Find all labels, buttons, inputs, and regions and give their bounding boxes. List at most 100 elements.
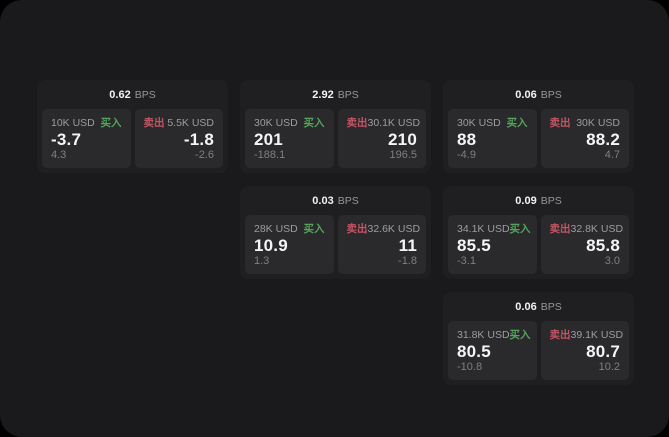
buy-delta: 1.3 [254,255,270,267]
bps-value: 0.62 [109,88,131,101]
quote-card: 0.03 BPS 28K USD 买入 10.9 1.3 卖出 32.6K US… [240,186,431,279]
buy-side-label: 买入 [100,117,122,129]
buy-sell-panels: 30K USD 买入 88 -4.9 卖出 30K USD 88.2 4.7 [443,106,634,173]
sell-side-label: 卖出 [549,329,571,341]
buy-delta: -3.1 [457,255,476,267]
buy-sell-panels: 10K USD 买入 -3.7 4.3 卖出 5.5K USD -1.8 -2.… [37,106,228,173]
buy-amount: 28K USD [254,223,298,235]
sell-delta: 10.2 [598,361,620,373]
buy-price: 85.5 [457,235,491,255]
sell-panel[interactable]: 卖出 30K USD 88.2 4.7 [540,109,629,168]
sell-delta: -1.8 [398,255,417,267]
buy-panel[interactable]: 28K USD 买入 10.9 1.3 [245,215,334,274]
buy-amount: 30K USD [457,117,501,129]
buy-sell-panels: 30K USD 买入 201 -188.1 卖出 30.1K USD 210 1… [240,106,431,173]
buy-side-label: 买入 [506,117,528,129]
sell-amount: 32.8K USD [570,223,624,235]
bps-header: 0.06 BPS [443,80,634,106]
sell-amount: 32.6K USD [367,223,421,235]
sell-side-label: 卖出 [549,117,571,129]
sell-price: 88.2 [586,129,620,149]
bps-value: 0.06 [515,88,537,101]
bps-unit-label: BPS [540,194,562,207]
bps-value: 2.92 [312,88,334,101]
sell-panel-top: 卖出 30.1K USD [346,117,421,129]
buy-panel-top: 31.8K USD 买入 [457,329,531,341]
sell-panel-top: 卖出 32.8K USD [549,223,624,235]
bps-header: 0.03 BPS [240,186,431,212]
quote-card: 0.06 BPS 30K USD 买入 88 -4.9 卖出 30K USD [443,80,634,173]
bps-value: 0.06 [515,300,537,313]
buy-panel-top: 10K USD 买入 [51,117,122,129]
buy-amount: 34.1K USD [457,223,510,235]
bps-unit-label: BPS [337,194,359,207]
buy-delta: 4.3 [51,149,67,161]
quote-card: 0.09 BPS 34.1K USD 买入 85.5 -3.1 卖出 32.8K… [443,186,634,279]
buy-panel[interactable]: 34.1K USD 买入 85.5 -3.1 [448,215,537,274]
bps-unit-label: BPS [134,88,156,101]
buy-delta: -4.9 [457,149,476,161]
buy-panel-top: 30K USD 买入 [457,117,528,129]
sell-delta: 4.7 [604,149,620,161]
quote-card: 2.92 BPS 30K USD 买入 201 -188.1 卖出 30.1K … [240,80,431,173]
sell-amount: 39.1K USD [570,329,624,341]
buy-side-label: 买入 [303,117,325,129]
buy-panel[interactable]: 30K USD 买入 88 -4.9 [448,109,537,168]
bps-unit-label: BPS [337,88,359,101]
buy-panel-top: 28K USD 买入 [254,223,325,235]
bps-header: 0.06 BPS [443,292,634,318]
buy-delta: -10.8 [457,361,483,373]
sell-delta: -2.6 [195,149,214,161]
quote-cards-grid: 0.62 BPS 10K USD 买入 -3.7 4.3 卖出 5.5K USD [37,80,634,385]
buy-price: -3.7 [51,129,82,149]
sell-delta: 196.5 [389,149,417,161]
bps-header: 0.09 BPS [443,186,634,212]
buy-amount: 10K USD [51,117,95,129]
buy-side-label: 买入 [509,329,531,341]
buy-amount: 31.8K USD [457,329,510,341]
buy-sell-panels: 28K USD 买入 10.9 1.3 卖出 32.6K USD 11 -1.8 [240,212,431,279]
sell-price: 210 [388,129,417,149]
buy-side-label: 买入 [509,223,531,235]
sell-panel[interactable]: 卖出 39.1K USD 80.7 10.2 [540,321,629,380]
sell-panel[interactable]: 卖出 32.6K USD 11 -1.8 [337,215,426,274]
bps-header: 0.62 BPS [37,80,228,106]
buy-sell-panels: 31.8K USD 买入 80.5 -10.8 卖出 39.1K USD 80.… [443,318,634,385]
sell-panel[interactable]: 卖出 5.5K USD -1.8 -2.6 [134,109,223,168]
buy-panel[interactable]: 30K USD 买入 201 -188.1 [245,109,334,168]
buy-price: 10.9 [254,235,288,255]
sell-amount: 30.1K USD [367,117,421,129]
sell-panel[interactable]: 卖出 32.8K USD 85.8 3.0 [540,215,629,274]
bps-unit-label: BPS [540,300,562,313]
bps-value: 0.03 [312,194,334,207]
sell-price: 85.8 [586,235,620,255]
buy-panel-top: 34.1K USD 买入 [457,223,531,235]
sell-side-label: 卖出 [346,117,368,129]
bps-unit-label: BPS [540,88,562,101]
buy-price: 80.5 [457,341,491,361]
sell-side-label: 卖出 [549,223,571,235]
sell-amount: 30K USD [576,117,620,129]
buy-amount: 30K USD [254,117,298,129]
sell-panel-top: 卖出 30K USD [550,117,621,129]
sell-price: 80.7 [586,341,620,361]
sell-panel-top: 卖出 39.1K USD [549,329,624,341]
bps-header: 2.92 BPS [240,80,431,106]
sell-amount: 5.5K USD [167,117,214,129]
sell-panel-top: 卖出 5.5K USD [144,117,215,129]
quote-card: 0.62 BPS 10K USD 买入 -3.7 4.3 卖出 5.5K USD [37,80,228,173]
buy-panel[interactable]: 10K USD 买入 -3.7 4.3 [42,109,131,168]
sell-price: -1.8 [183,129,214,149]
sell-panel[interactable]: 卖出 30.1K USD 210 196.5 [337,109,426,168]
buy-panel[interactable]: 31.8K USD 买入 80.5 -10.8 [448,321,537,380]
bps-value: 0.09 [515,194,537,207]
sell-price: 11 [398,235,417,255]
sell-side-label: 卖出 [143,117,165,129]
buy-side-label: 买入 [303,223,325,235]
sell-delta: 3.0 [604,255,620,267]
buy-delta: -188.1 [254,149,286,161]
buy-price: 201 [254,129,283,149]
quote-card: 0.06 BPS 31.8K USD 买入 80.5 -10.8 卖出 39.1… [443,292,634,385]
sell-panel-top: 卖出 32.6K USD [347,223,421,235]
